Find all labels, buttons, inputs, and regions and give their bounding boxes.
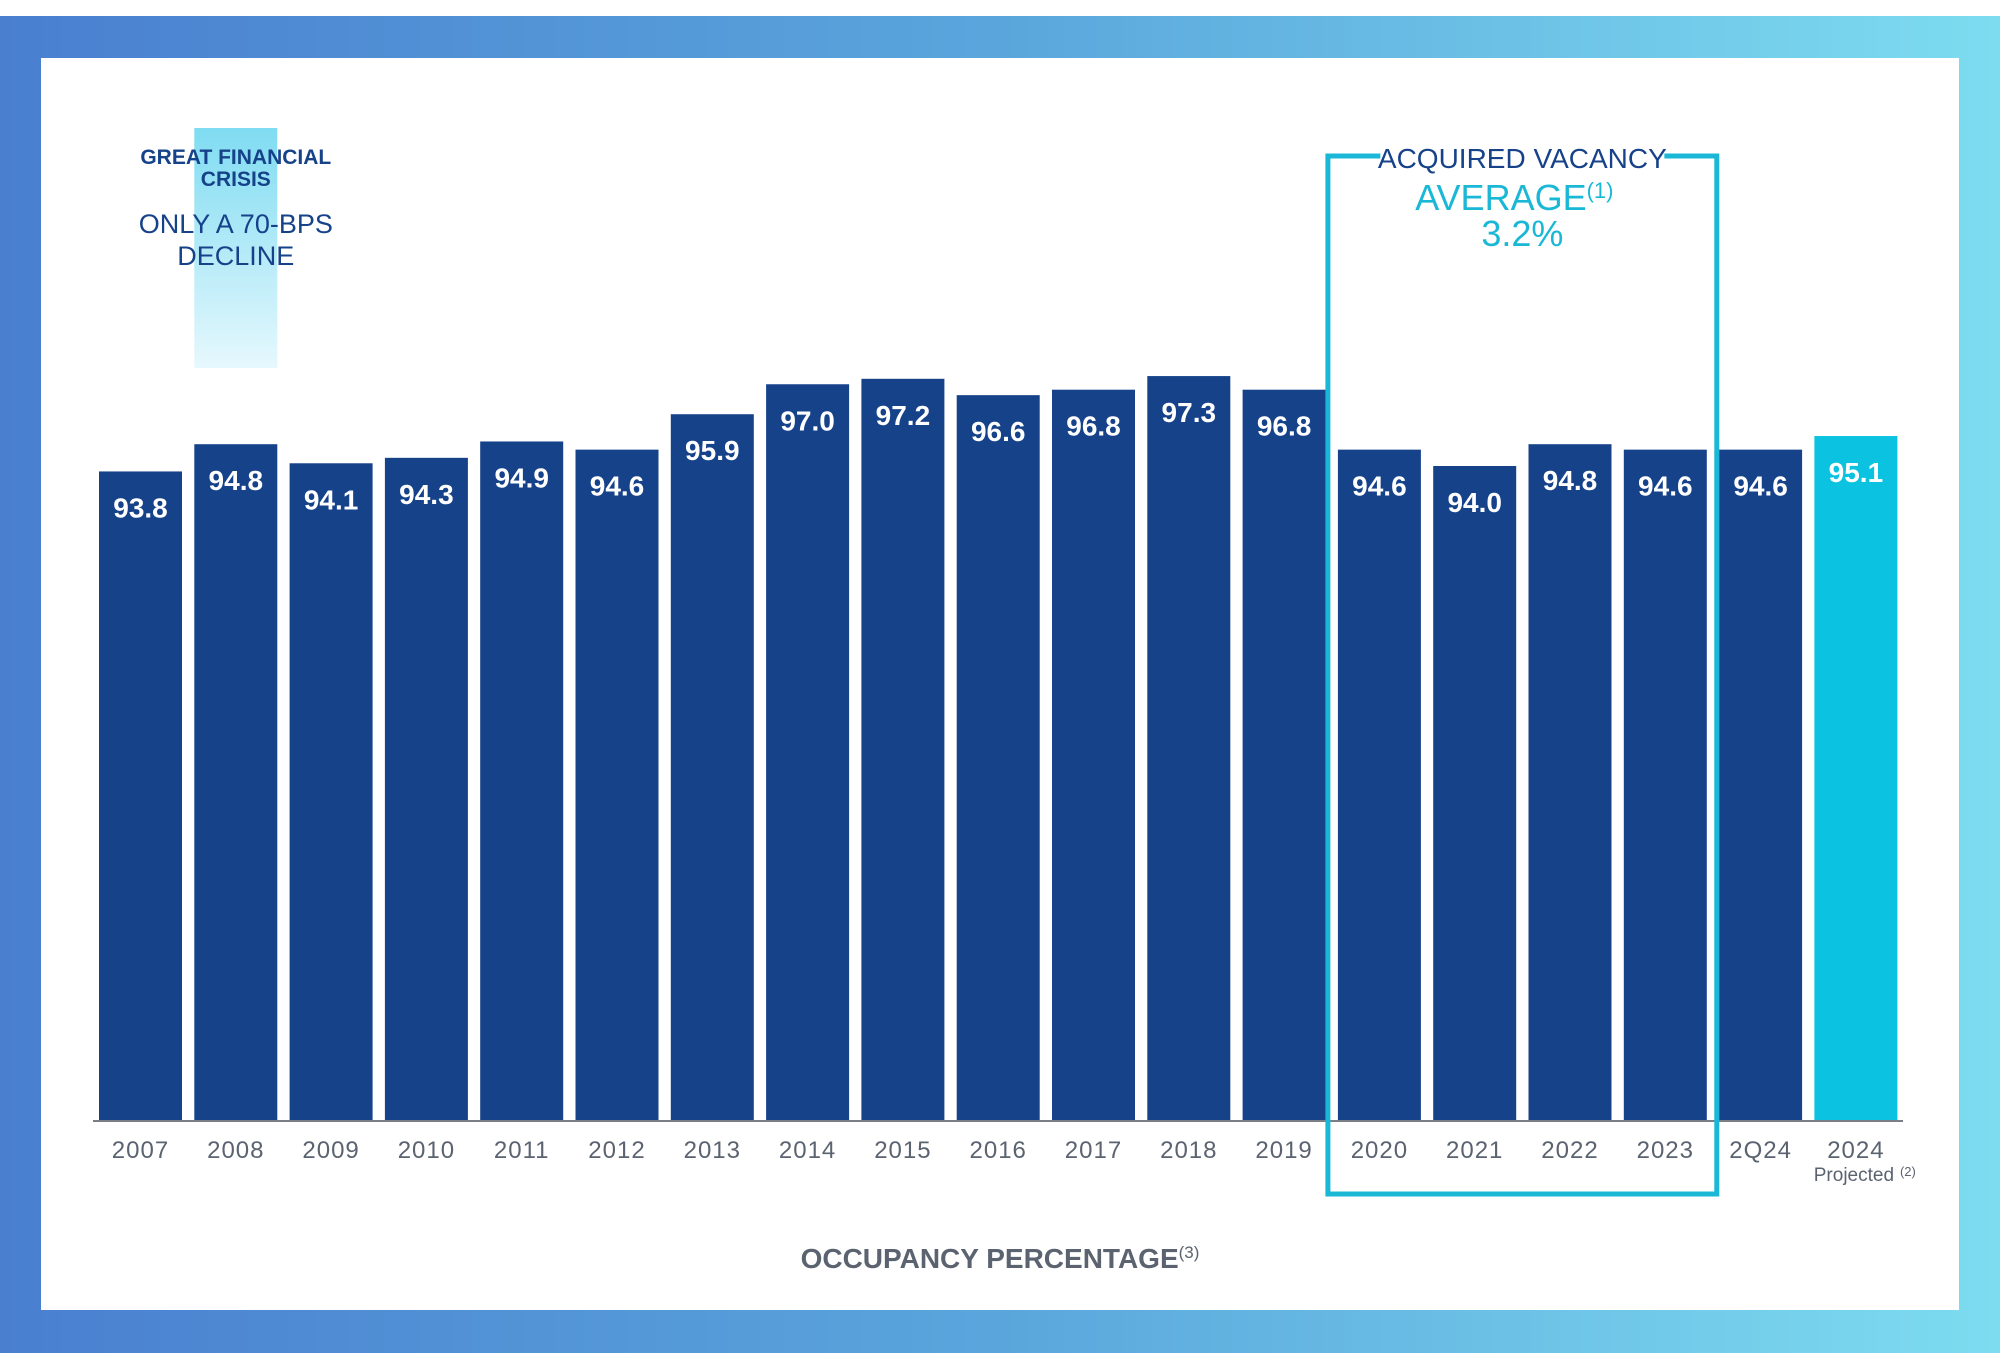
chart-title: OCCUPANCY PERCENTAGE(3) bbox=[801, 1243, 1200, 1274]
bar-2021 bbox=[1433, 466, 1517, 1120]
value-label-2017: 96.8 bbox=[1066, 411, 1121, 442]
acquired-average-label: AVERAGE(1) bbox=[1415, 177, 1613, 218]
acquired-vacancy-bracket bbox=[1325, 153, 1720, 1197]
value-label-2Q24: 94.6 bbox=[1733, 471, 1788, 502]
tick-label-2010: 2010 bbox=[398, 1137, 455, 1164]
value-label-2012: 94.6 bbox=[590, 471, 645, 502]
value-label-2022: 94.8 bbox=[1543, 465, 1598, 496]
bar-2015 bbox=[861, 378, 945, 1120]
tick-label-2016: 2016 bbox=[970, 1137, 1027, 1164]
projected-note: (2) bbox=[1900, 1164, 1916, 1179]
bar-2018 bbox=[1147, 376, 1231, 1120]
value-label-2019: 96.8 bbox=[1257, 411, 1312, 442]
acquired-average-value: 3.2% bbox=[1481, 213, 1563, 254]
bar-2Q24 bbox=[1719, 449, 1803, 1120]
tick-label-2011: 2011 bbox=[494, 1137, 550, 1164]
value-label-2018: 97.3 bbox=[1162, 397, 1217, 428]
value-label-2021: 94.0 bbox=[1447, 487, 1502, 518]
tick-label-2012: 2012 bbox=[588, 1137, 645, 1164]
bar-2017 bbox=[1052, 389, 1135, 1120]
tick-label-2018: 2018 bbox=[1160, 1137, 1217, 1164]
bar-2008 bbox=[194, 444, 278, 1120]
tick-label-2009: 2009 bbox=[302, 1137, 359, 1164]
value-label-2024: 95.1 bbox=[1829, 457, 1884, 488]
tick-label-2007: 2007 bbox=[112, 1137, 169, 1164]
value-label-2009: 94.1 bbox=[304, 484, 359, 515]
bar-2023 bbox=[1623, 449, 1707, 1120]
value-label-2023: 94.6 bbox=[1638, 471, 1693, 502]
gfc-label-line4: DECLINE bbox=[177, 241, 294, 271]
bar-2016 bbox=[956, 395, 1040, 1120]
value-label-2020: 94.6 bbox=[1352, 471, 1407, 502]
gfc-label-line3: ONLY A 70-BPS bbox=[139, 209, 333, 239]
bar-2012 bbox=[575, 449, 659, 1120]
value-label-2011: 94.9 bbox=[494, 462, 549, 493]
acquired-vacancy-title: ACQUIRED VACANCY bbox=[1378, 143, 1667, 174]
projected-sublabel: Projected bbox=[1814, 1165, 1894, 1186]
tick-label-2021: 2021 bbox=[1446, 1137, 1503, 1164]
tick-label-2020: 2020 bbox=[1351, 1137, 1408, 1164]
tick-label-2015: 2015 bbox=[874, 1137, 931, 1164]
value-label-2013: 95.9 bbox=[685, 435, 740, 466]
tick-label-2024: 2024 bbox=[1827, 1137, 1884, 1164]
value-label-2015: 97.2 bbox=[876, 400, 931, 431]
tick-label-2013: 2013 bbox=[684, 1137, 741, 1164]
tick-label-2017: 2017 bbox=[1065, 1137, 1122, 1164]
bar-2007 bbox=[99, 471, 182, 1120]
bar-2013 bbox=[670, 414, 754, 1121]
bar-2009 bbox=[289, 463, 373, 1120]
bar-2020 bbox=[1337, 449, 1421, 1120]
gfc-label-line1: GREAT FINANCIAL bbox=[140, 146, 331, 169]
gfc-highlight bbox=[194, 128, 278, 368]
tick-label-2014: 2014 bbox=[779, 1137, 836, 1164]
tick-label-2019: 2019 bbox=[1255, 1137, 1312, 1164]
value-label-2008: 94.8 bbox=[209, 465, 263, 496]
value-label-2010: 94.3 bbox=[399, 479, 454, 510]
top-band bbox=[0, 0, 2000, 16]
value-label-2016: 96.6 bbox=[971, 416, 1025, 447]
value-label-2007: 93.8 bbox=[113, 492, 168, 523]
bar-2011 bbox=[480, 441, 564, 1121]
bar-2014 bbox=[766, 384, 850, 1120]
value-label-2014: 97.0 bbox=[780, 405, 835, 436]
bar-2019 bbox=[1242, 389, 1326, 1120]
tick-label-2Q24: 2Q24 bbox=[1729, 1137, 1792, 1164]
chart-panel: GREAT FINANCIAL CRISIS ONLY A 70-BPS DECLIN… bbox=[41, 58, 1959, 1310]
gfc-label-line2: CRISIS bbox=[201, 168, 271, 191]
tick-label-2023: 2023 bbox=[1637, 1137, 1694, 1164]
bar-2022 bbox=[1528, 444, 1612, 1120]
bar-2024 bbox=[1814, 436, 1898, 1120]
tick-label-2008: 2008 bbox=[207, 1137, 264, 1164]
tick-label-2022: 2022 bbox=[1541, 1137, 1598, 1164]
bar-2010 bbox=[384, 457, 468, 1120]
